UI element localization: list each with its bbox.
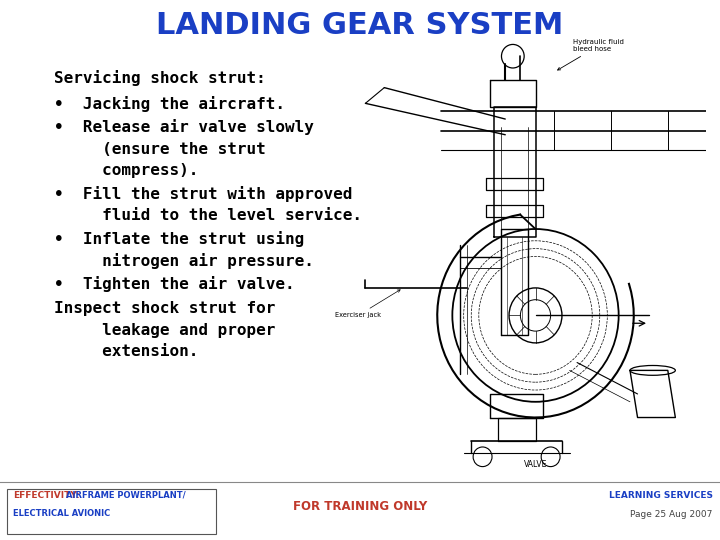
- Text: Hydraulic fluid
bleed hose: Hydraulic fluid bleed hose: [557, 39, 624, 70]
- Text: •  Inflate the strut using: • Inflate the strut using: [54, 231, 305, 247]
- Text: (ensure the strut: (ensure the strut: [54, 141, 266, 157]
- Text: •  Tighten the air valve.: • Tighten the air valve.: [54, 276, 294, 292]
- Text: AIRFRAME POWERPLANT/: AIRFRAME POWERPLANT/: [66, 491, 186, 500]
- Text: VALVE: VALVE: [524, 460, 547, 469]
- Text: fluid to the level service.: fluid to the level service.: [54, 208, 362, 223]
- Text: •  Fill the strut with approved: • Fill the strut with approved: [54, 186, 352, 202]
- Text: LEARNING SERVICES: LEARNING SERVICES: [609, 491, 713, 500]
- Text: ELECTRICAL AVIONIC: ELECTRICAL AVIONIC: [13, 509, 110, 517]
- Text: EFFECTIVITY:: EFFECTIVITY:: [13, 491, 80, 500]
- Text: leakage and proper: leakage and proper: [54, 323, 275, 338]
- Text: Exerciser jack: Exerciser jack: [336, 290, 400, 319]
- Text: •  Jacking the aircraft.: • Jacking the aircraft.: [54, 96, 285, 112]
- Text: Page 25 Aug 2007: Page 25 Aug 2007: [631, 510, 713, 518]
- Text: extension.: extension.: [54, 344, 199, 359]
- Text: FOR TRAINING ONLY: FOR TRAINING ONLY: [293, 500, 427, 513]
- Text: compress).: compress).: [54, 163, 199, 178]
- Text: Inspect shock strut for: Inspect shock strut for: [54, 301, 275, 316]
- Text: Servicing shock strut:: Servicing shock strut:: [54, 70, 266, 86]
- Text: •  Release air valve slowly: • Release air valve slowly: [54, 119, 314, 136]
- Text: nitrogen air pressure.: nitrogen air pressure.: [54, 253, 314, 269]
- Text: LANDING GEAR SYSTEM: LANDING GEAR SYSTEM: [156, 11, 564, 40]
